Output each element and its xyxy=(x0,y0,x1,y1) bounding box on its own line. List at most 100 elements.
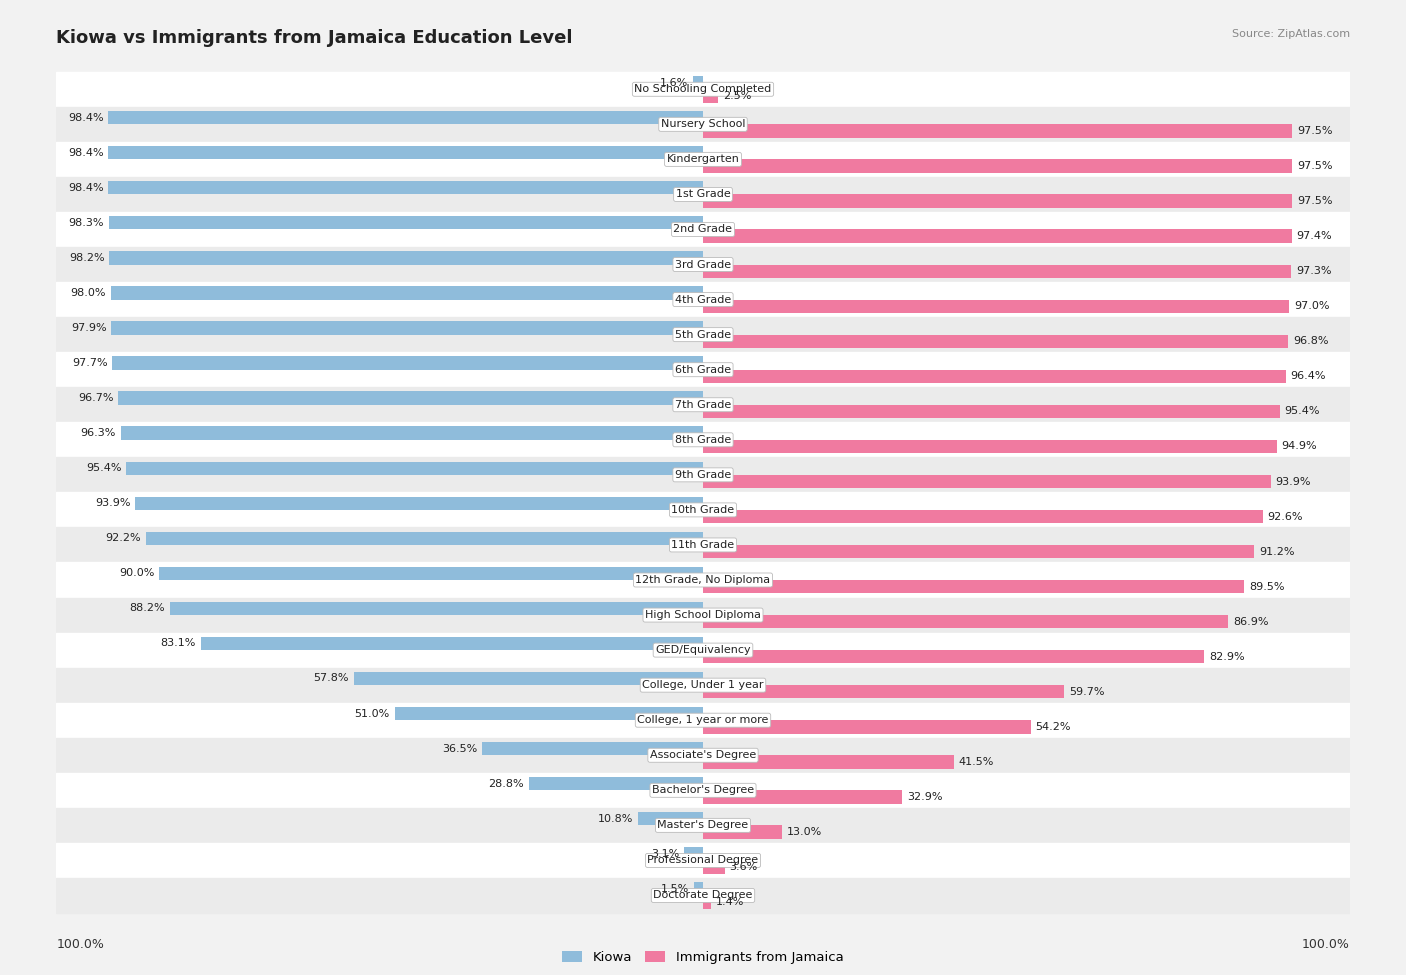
Bar xyxy=(703,264,1291,278)
Bar xyxy=(121,426,703,440)
Text: 32.9%: 32.9% xyxy=(907,792,942,802)
Bar xyxy=(638,812,703,826)
Bar xyxy=(112,357,703,370)
Text: 6th Grade: 6th Grade xyxy=(675,365,731,374)
Text: 91.2%: 91.2% xyxy=(1260,547,1295,557)
Text: 98.2%: 98.2% xyxy=(69,253,104,263)
Text: GED/Equivalency: GED/Equivalency xyxy=(655,645,751,655)
Text: 98.4%: 98.4% xyxy=(67,113,104,123)
Bar xyxy=(703,159,1292,173)
Text: 97.9%: 97.9% xyxy=(70,323,107,333)
Bar xyxy=(56,492,1350,527)
Text: 8th Grade: 8th Grade xyxy=(675,435,731,445)
Bar xyxy=(703,721,1031,733)
Bar xyxy=(146,531,703,545)
Text: 95.4%: 95.4% xyxy=(86,463,121,473)
Text: 97.5%: 97.5% xyxy=(1298,196,1333,206)
Text: 1.5%: 1.5% xyxy=(661,883,689,894)
Text: 93.9%: 93.9% xyxy=(96,498,131,508)
Bar xyxy=(703,685,1064,698)
Text: Source: ZipAtlas.com: Source: ZipAtlas.com xyxy=(1232,29,1350,39)
Bar xyxy=(685,847,703,860)
Text: 57.8%: 57.8% xyxy=(314,674,349,683)
Bar xyxy=(703,791,901,803)
Text: 97.7%: 97.7% xyxy=(72,358,108,368)
Bar xyxy=(56,141,1350,176)
Bar xyxy=(695,882,703,895)
Text: 7th Grade: 7th Grade xyxy=(675,400,731,410)
Bar xyxy=(56,527,1350,563)
Text: Master's Degree: Master's Degree xyxy=(658,820,748,831)
Bar xyxy=(354,672,703,685)
Text: Professional Degree: Professional Degree xyxy=(647,855,759,866)
Bar xyxy=(56,457,1350,492)
Text: 86.9%: 86.9% xyxy=(1233,617,1268,627)
Text: 3.6%: 3.6% xyxy=(730,862,758,872)
Bar xyxy=(482,742,703,756)
Bar xyxy=(56,282,1350,317)
Bar xyxy=(108,181,703,194)
Text: 98.0%: 98.0% xyxy=(70,288,105,298)
Bar xyxy=(135,496,703,510)
Text: 12th Grade, No Diploma: 12th Grade, No Diploma xyxy=(636,575,770,585)
Text: 54.2%: 54.2% xyxy=(1035,722,1071,732)
Legend: Kiowa, Immigrants from Jamaica: Kiowa, Immigrants from Jamaica xyxy=(557,946,849,969)
Bar xyxy=(159,566,703,580)
Text: 98.4%: 98.4% xyxy=(67,148,104,158)
Bar xyxy=(118,391,703,405)
Text: 96.3%: 96.3% xyxy=(80,428,117,438)
Bar xyxy=(703,125,1292,137)
Bar xyxy=(108,216,703,229)
Text: Kiowa vs Immigrants from Jamaica Education Level: Kiowa vs Immigrants from Jamaica Educati… xyxy=(56,29,572,47)
Text: 1st Grade: 1st Grade xyxy=(676,189,730,200)
Bar xyxy=(703,475,1271,488)
Text: 2nd Grade: 2nd Grade xyxy=(673,224,733,235)
Text: 5th Grade: 5th Grade xyxy=(675,330,731,339)
Text: College, Under 1 year: College, Under 1 year xyxy=(643,681,763,690)
Text: 97.3%: 97.3% xyxy=(1296,266,1331,276)
Bar xyxy=(56,843,1350,878)
Bar xyxy=(56,212,1350,247)
Text: 93.9%: 93.9% xyxy=(1275,477,1310,487)
Bar xyxy=(108,111,703,125)
Text: 97.5%: 97.5% xyxy=(1298,161,1333,171)
Text: 95.4%: 95.4% xyxy=(1285,407,1320,416)
Bar xyxy=(111,287,703,299)
Text: 97.0%: 97.0% xyxy=(1294,301,1330,311)
Text: 100.0%: 100.0% xyxy=(1302,938,1350,951)
Bar xyxy=(111,322,703,334)
Bar xyxy=(127,461,703,475)
Bar xyxy=(56,422,1350,457)
Text: 3.1%: 3.1% xyxy=(651,849,679,859)
Bar xyxy=(56,633,1350,668)
Bar xyxy=(703,756,953,768)
Bar xyxy=(703,405,1279,418)
Bar xyxy=(703,895,711,909)
Text: 10th Grade: 10th Grade xyxy=(672,505,734,515)
Bar xyxy=(703,545,1254,559)
Text: Associate's Degree: Associate's Degree xyxy=(650,750,756,760)
Text: 97.5%: 97.5% xyxy=(1298,126,1333,136)
Bar xyxy=(703,370,1285,383)
Text: 100.0%: 100.0% xyxy=(56,938,104,951)
Text: 59.7%: 59.7% xyxy=(1069,686,1104,697)
Bar xyxy=(703,229,1292,243)
Text: 98.4%: 98.4% xyxy=(67,182,104,193)
Text: College, 1 year or more: College, 1 year or more xyxy=(637,716,769,725)
Bar xyxy=(693,76,703,90)
Text: 98.3%: 98.3% xyxy=(69,217,104,228)
Bar xyxy=(703,90,718,102)
Bar xyxy=(703,334,1288,348)
Bar xyxy=(56,107,1350,141)
Text: 96.4%: 96.4% xyxy=(1291,371,1326,381)
Text: 10.8%: 10.8% xyxy=(598,814,633,824)
Text: 88.2%: 88.2% xyxy=(129,604,165,613)
Bar xyxy=(703,440,1277,453)
Bar xyxy=(108,146,703,159)
Text: 94.9%: 94.9% xyxy=(1281,442,1317,451)
Bar xyxy=(703,510,1263,524)
Bar xyxy=(703,299,1289,313)
Text: 11th Grade: 11th Grade xyxy=(672,540,734,550)
Text: 96.7%: 96.7% xyxy=(79,393,114,403)
Text: 2.5%: 2.5% xyxy=(723,91,751,101)
